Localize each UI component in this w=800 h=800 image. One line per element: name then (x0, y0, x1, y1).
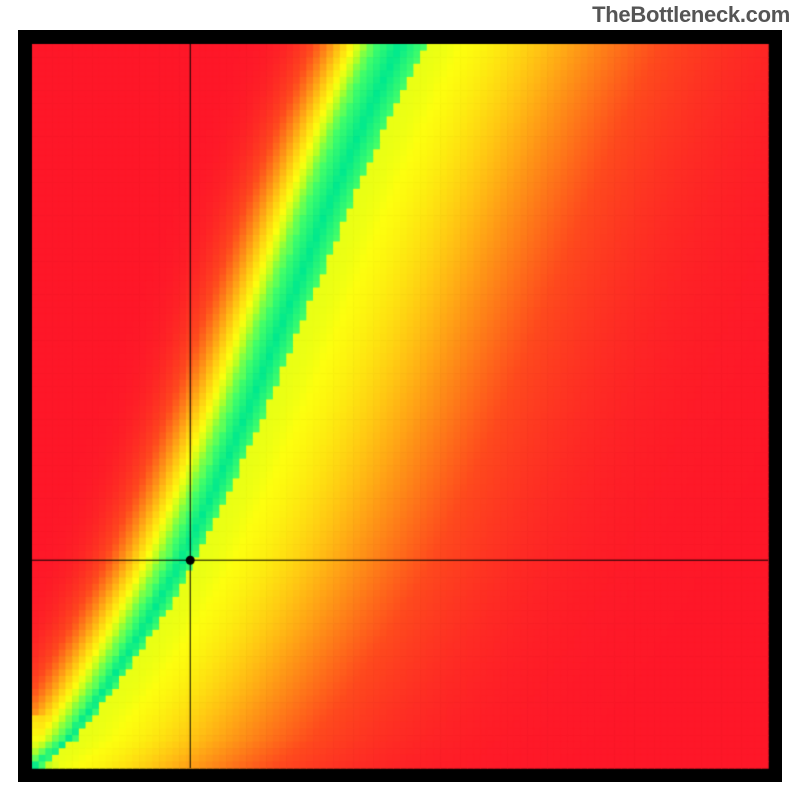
figure-container: TheBottleneck.com (0, 0, 800, 800)
watermark-text: TheBottleneck.com (592, 2, 790, 28)
heatmap-canvas (18, 30, 782, 782)
heatmap-plot (18, 30, 782, 782)
